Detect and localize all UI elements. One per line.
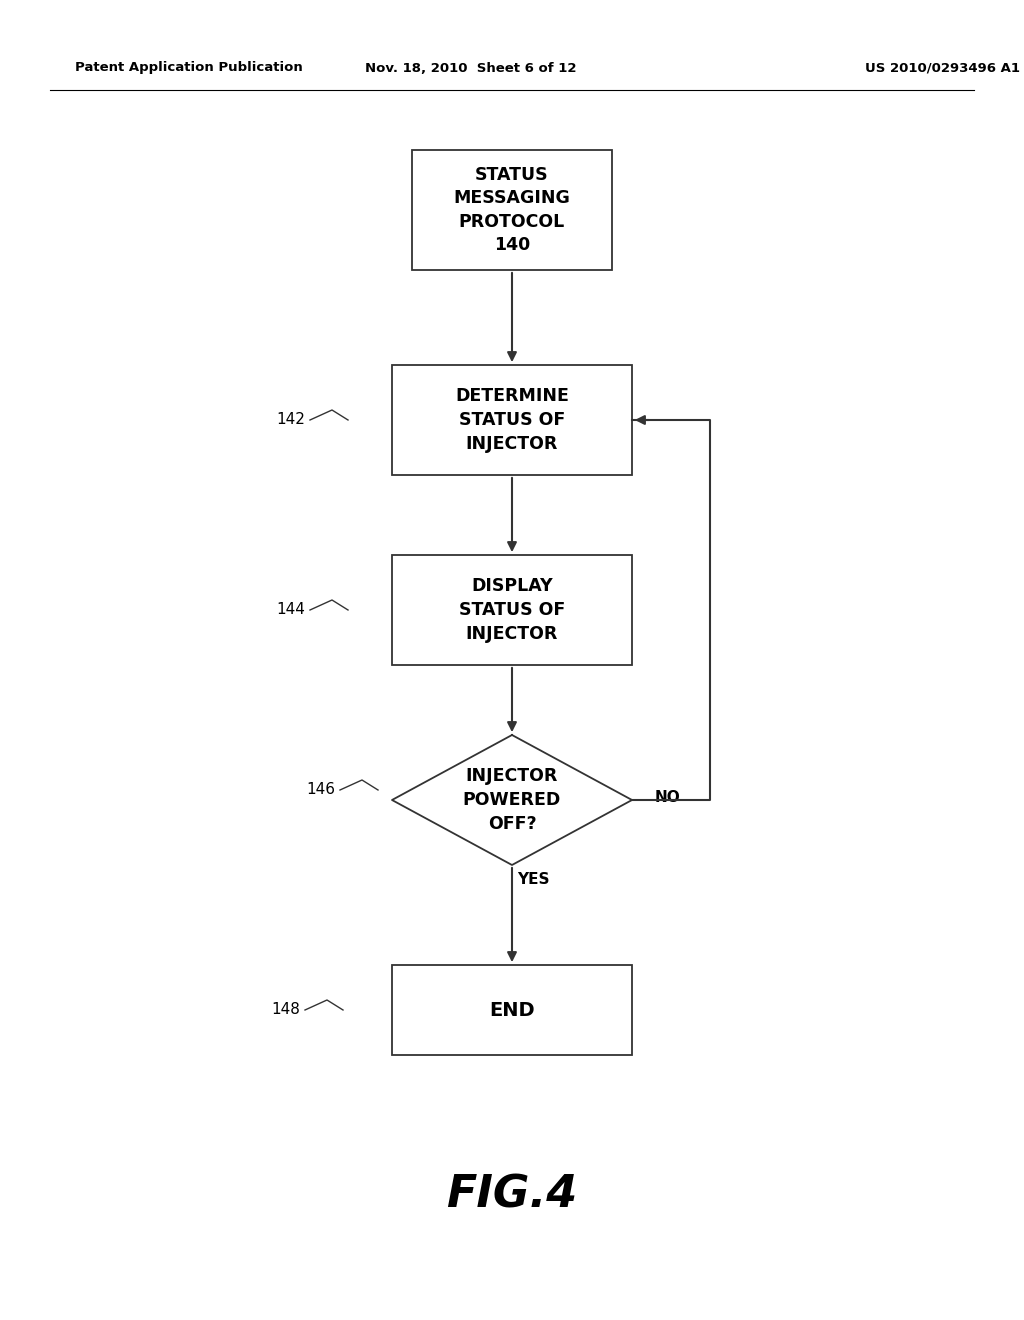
Text: DISPLAY
STATUS OF
INJECTOR: DISPLAY STATUS OF INJECTOR	[459, 577, 565, 643]
Text: DETERMINE
STATUS OF
INJECTOR: DETERMINE STATUS OF INJECTOR	[455, 387, 569, 453]
Text: FIG.4: FIG.4	[446, 1173, 578, 1217]
Text: 142: 142	[276, 412, 305, 428]
Text: Patent Application Publication: Patent Application Publication	[75, 62, 303, 74]
Text: END: END	[489, 1001, 535, 1019]
Text: INJECTOR
POWERED
OFF?: INJECTOR POWERED OFF?	[463, 767, 561, 833]
Bar	[392, 366, 632, 475]
Text: STATUS
MESSAGING
PROTOCOL
140: STATUS MESSAGING PROTOCOL 140	[454, 165, 570, 255]
Polygon shape	[392, 735, 632, 865]
Bar	[412, 150, 612, 271]
Text: 144: 144	[276, 602, 305, 618]
Text: 146: 146	[306, 783, 335, 797]
Bar	[392, 554, 632, 665]
Text: YES: YES	[517, 873, 550, 887]
Bar	[392, 965, 632, 1055]
Text: US 2010/0293496 A1: US 2010/0293496 A1	[864, 62, 1020, 74]
Text: NO: NO	[655, 789, 681, 804]
Text: Nov. 18, 2010  Sheet 6 of 12: Nov. 18, 2010 Sheet 6 of 12	[366, 62, 577, 74]
Text: 148: 148	[271, 1002, 300, 1018]
